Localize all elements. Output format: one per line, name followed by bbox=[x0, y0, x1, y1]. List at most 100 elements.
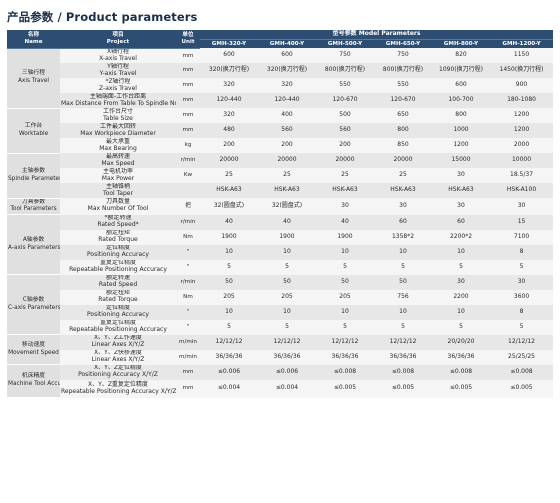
value-cell: 30 bbox=[490, 198, 554, 215]
project-name-en: Linear Axes X/Y/Z bbox=[91, 341, 145, 349]
value-cell: 12/12/12 bbox=[258, 334, 316, 350]
project-cell: 重复定位精度 Repeatable Positioning Accuracy bbox=[60, 319, 176, 335]
unit-cell: mm bbox=[176, 93, 200, 108]
project-name-en: Rated Speed* bbox=[97, 221, 139, 229]
parameters-body: 三轴行程 Axis Travel X轴行程 X-axis Travel mm 600 600… bbox=[7, 48, 554, 399]
table-row: 刀具参数 Tool Parameters 刀具数量 Max Number Of Too… bbox=[7, 198, 554, 216]
value-cell: 1900 bbox=[316, 229, 374, 245]
project-name-zh: Y轴行程 bbox=[107, 63, 129, 70]
value-cell: 20000 bbox=[316, 153, 374, 168]
unit-cell: r/min bbox=[176, 153, 200, 168]
value-cell: 12/12/12 bbox=[316, 334, 374, 350]
category-cell: C轴参数 C-axis Parameters bbox=[7, 274, 60, 336]
parameters-table: 名称 Name 项目 Project 单位 Unit 型号参数 Model Pa… bbox=[7, 30, 554, 399]
project-name-en: Rated Torque bbox=[98, 296, 138, 304]
value-cell: 1450(换刀行程) bbox=[490, 63, 554, 78]
table-row: A轴参数 A-axis Parameters *额定转速 Rated Speed* r/… bbox=[7, 214, 554, 276]
category-name-zh: 移动速度 bbox=[21, 341, 46, 348]
project-name-en: Repeatable Positioning Accuracy X/Y/Z bbox=[61, 387, 176, 395]
project-name-zh: *额定转速 bbox=[104, 214, 132, 222]
unit-cell: mm bbox=[176, 48, 200, 63]
value-cell: 5 bbox=[374, 259, 432, 275]
table-row: 移动速度 Movement Speed X、Y、Z工作速度 Linear Axes X… bbox=[7, 334, 554, 366]
value-cell: 560 bbox=[316, 123, 374, 138]
unit-cell: m/min bbox=[176, 334, 200, 350]
project-name-zh: 主轴端面-工作台距离 bbox=[89, 93, 147, 100]
project-name-zh: 工件最大回转 bbox=[99, 123, 136, 130]
category-cell: 工作台 Worktable bbox=[7, 108, 60, 154]
value-cell: 10 bbox=[200, 304, 258, 320]
unit-cell: Kw bbox=[176, 168, 200, 183]
table-row: 主轴参数 Spindle Parameters 最高转速 Max Speed r/min… bbox=[7, 153, 554, 199]
value-cell: 2000 bbox=[490, 138, 554, 153]
value-cell: 25 bbox=[316, 168, 374, 183]
model-name: GMH-400-Y bbox=[258, 39, 316, 48]
value-cell: 205 bbox=[200, 289, 258, 305]
value-cell: ≤0.008 bbox=[432, 364, 490, 380]
value-cell: HSK-A63 bbox=[200, 183, 258, 198]
value-cell: 10 bbox=[432, 244, 490, 260]
project-name-en: Max Power bbox=[101, 174, 135, 182]
value-cell: 3600 bbox=[490, 289, 554, 305]
value-cell: 5 bbox=[432, 259, 490, 275]
table-row: 额定扭矩 Rated Torque Nm 205 205 205 756 2200 3600 bbox=[7, 289, 554, 305]
project-name-zh: 最大承重 bbox=[105, 138, 130, 145]
value-cell: 20000 bbox=[374, 153, 432, 168]
value-cell: 5 bbox=[258, 259, 316, 275]
value-cell: HSK-A63 bbox=[432, 183, 490, 198]
value-cell: 1090(换刀行程) bbox=[432, 63, 490, 78]
category-name-en: C-axis Parameters bbox=[8, 304, 60, 311]
unit-cell: mm bbox=[176, 78, 200, 93]
value-cell: 25 bbox=[200, 168, 258, 183]
category-cell: 移动速度 Movement Speed bbox=[7, 334, 60, 366]
value-cell: 50 bbox=[258, 274, 316, 290]
project-cell: *Z轴行程 Z-axis Travel bbox=[60, 78, 176, 93]
value-cell: 5 bbox=[490, 259, 554, 275]
value-cell: 30 bbox=[490, 274, 554, 290]
value-cell: 8 bbox=[490, 304, 554, 320]
value-cell: 10000 bbox=[490, 153, 554, 168]
table-row: *Z轴行程 Z-axis Travel mm 320 320 550 550 600 900 bbox=[7, 78, 554, 93]
value-cell: 10 bbox=[258, 244, 316, 260]
value-cell: 480 bbox=[200, 123, 258, 138]
value-cell: 600 bbox=[258, 48, 316, 63]
table-row: Y轴行程 Y-axis Travel mm 320(换刀行程) 320(换刀行程) 800… bbox=[7, 63, 554, 78]
value-cell: 40 bbox=[258, 214, 316, 230]
value-cell: ≤0.008 bbox=[316, 364, 374, 380]
project-name-zh: 额定扭矩 bbox=[105, 229, 130, 237]
project-name-en: Max Speed bbox=[101, 159, 135, 167]
project-name-zh: X、Y、Z重复定位精度 bbox=[88, 380, 148, 388]
category-name-en: A-axis Parameters bbox=[8, 244, 60, 251]
project-cell: 主轴锥柄 Tool Taper bbox=[60, 183, 176, 198]
table-row: 定位精度 Positioning Accuracy " 10 10 10 10 10 8 bbox=[7, 244, 554, 260]
header-name-en: Name bbox=[24, 38, 43, 45]
project-cell: 额定扭矩 Rated Torque bbox=[60, 289, 176, 305]
value-cell: 1000 bbox=[432, 123, 490, 138]
header-name-zh: 名称 bbox=[27, 32, 40, 39]
value-cell: 10 bbox=[200, 244, 258, 260]
unit-cell: " bbox=[176, 259, 200, 275]
project-name-zh: 主电机功率 bbox=[102, 168, 133, 175]
project-cell: 主电机功率 Max Power bbox=[60, 168, 176, 183]
value-cell: 32(圆盘式) bbox=[200, 198, 258, 215]
value-cell: 30 bbox=[432, 198, 490, 215]
value-cell: ≤0.005 bbox=[432, 379, 490, 398]
value-cell: 60 bbox=[374, 214, 432, 230]
value-cell: 50 bbox=[316, 274, 374, 290]
project-name-en: Linear Axes X/Y/Z bbox=[91, 356, 145, 364]
category-name-en: Worktable bbox=[18, 130, 49, 137]
category-name-en: Machine Tool Accuracy bbox=[8, 381, 60, 388]
category-cell: 主轴参数 Spindle Parameters bbox=[7, 153, 60, 199]
table-row: C轴参数 C-axis Parameters 额定转速 Rated Speed r/mi… bbox=[7, 274, 554, 336]
value-cell: 800(换刀行程) bbox=[316, 63, 374, 78]
unit-cell bbox=[176, 183, 200, 198]
model-name: GMH-320-Y bbox=[200, 39, 258, 48]
value-cell: 850 bbox=[374, 138, 432, 153]
category-name-en: Movement Speed bbox=[8, 349, 59, 356]
value-cell: 500 bbox=[316, 108, 374, 123]
project-name-zh: X、Y、Z定位精度 bbox=[94, 364, 142, 372]
value-cell: 7100 bbox=[490, 229, 554, 245]
model-name: GMH-500-Y bbox=[316, 39, 374, 48]
project-name-zh: X轴行程 bbox=[106, 48, 130, 55]
